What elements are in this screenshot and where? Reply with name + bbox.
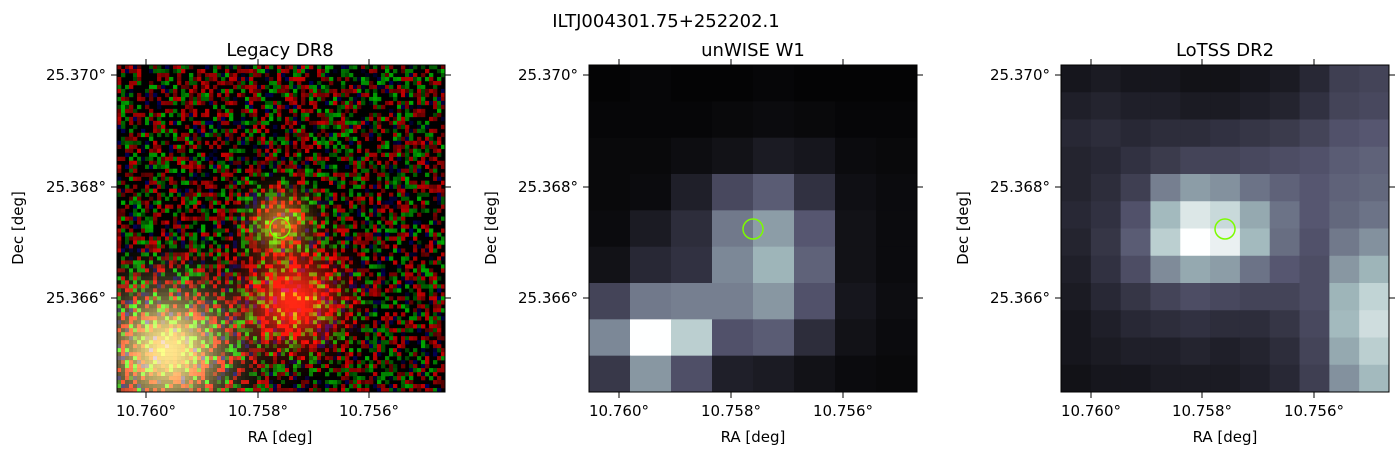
x-tick-label: 10.758° xyxy=(701,402,761,420)
y-axis-label: Dec [deg] xyxy=(482,191,500,265)
source-marker-circle xyxy=(1214,218,1236,240)
x-axis-label: RA [deg] xyxy=(248,428,313,446)
y-tick-label: 25.366° xyxy=(46,289,106,307)
y-tick-label: 25.370° xyxy=(518,66,578,84)
y-tick-label: 25.368° xyxy=(518,178,578,196)
y-tick-label: 25.368° xyxy=(990,178,1050,196)
plot-frame xyxy=(1060,64,1390,393)
y-tick-label: 25.366° xyxy=(518,289,578,307)
x-ticks: 10.760° 10.758° 10.756° xyxy=(116,59,399,420)
y-tick-label: 25.370° xyxy=(46,66,106,84)
x-ticks: 10.760° 10.758° 10.756° xyxy=(589,59,873,420)
x-tick-label: 10.756° xyxy=(813,402,873,420)
y-tick-label: 25.366° xyxy=(990,289,1050,307)
panel-unwise-w1: unWISE W1 25.370° 25.368° 25.366° 10.760… xyxy=(482,40,923,446)
x-axis-label: RA [deg] xyxy=(1193,428,1258,446)
y-ticks: 25.370° 25.368° 25.366° xyxy=(46,66,451,307)
y-tick-label: 25.370° xyxy=(990,66,1050,84)
x-tick-label: 10.758° xyxy=(228,402,288,420)
x-tick-label: 10.756° xyxy=(1284,402,1344,420)
x-tick-label: 10.760° xyxy=(1061,402,1121,420)
source-marker-circle xyxy=(269,217,291,239)
x-ticks: 10.760° 10.758° 10.756° xyxy=(1061,59,1344,420)
x-axis-label: RA [deg] xyxy=(721,428,786,446)
unwise-image xyxy=(589,65,918,393)
panel-title: LoTSS DR2 xyxy=(1176,40,1274,61)
plot-frame xyxy=(116,64,446,393)
panel-title: Legacy DR8 xyxy=(226,40,333,61)
y-ticks: 25.370° 25.368° 25.366° xyxy=(518,66,923,307)
y-axis-label: Dec [deg] xyxy=(954,191,972,265)
legacy-image xyxy=(117,65,446,393)
y-tick-label: 25.368° xyxy=(46,178,106,196)
x-tick-label: 10.760° xyxy=(116,402,176,420)
panel-legacy-dr8: Legacy DR8 25.370° 25.368° 25.366° 10.76… xyxy=(9,40,451,446)
figure-suptitle: ILTJ004301.75+252202.1 xyxy=(552,11,779,32)
x-tick-label: 10.756° xyxy=(339,402,399,420)
source-marker-circle xyxy=(742,218,764,240)
x-tick-label: 10.760° xyxy=(589,402,649,420)
x-tick-label: 10.758° xyxy=(1172,402,1232,420)
y-axis-label: Dec [deg] xyxy=(9,191,27,265)
y-ticks: 25.370° 25.368° 25.366° xyxy=(990,66,1395,307)
panel-lotss-dr2: LoTSS DR2 25.370° 25.368° 25.366° 10.760… xyxy=(954,40,1395,446)
plot-frame xyxy=(588,64,918,393)
lotss-image xyxy=(1061,65,1390,393)
panel-title: unWISE W1 xyxy=(701,40,805,61)
